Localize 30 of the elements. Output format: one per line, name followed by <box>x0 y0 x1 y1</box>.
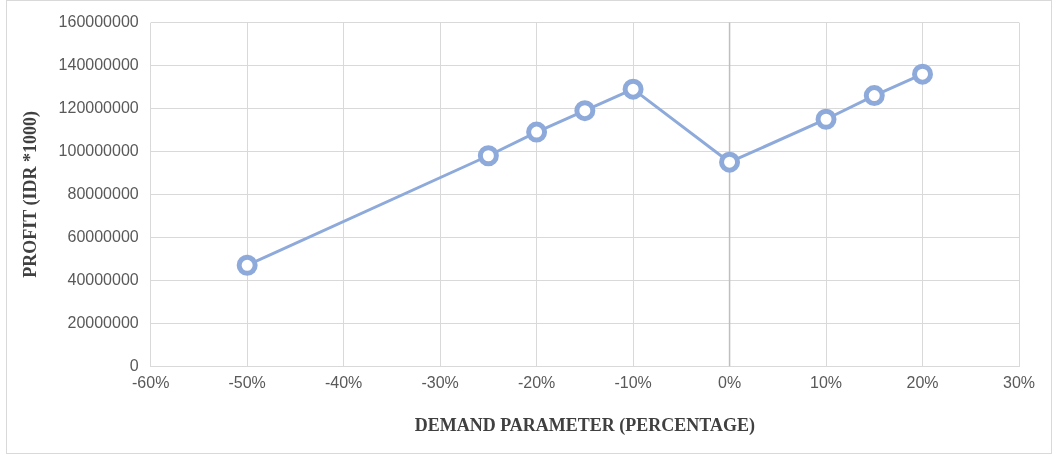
x-tick-label: 0% <box>718 374 742 392</box>
y-axis-title: PROFIT (IDR *1000) <box>20 111 42 278</box>
x-tick-label: 20% <box>906 374 939 392</box>
x-tick-label: 10% <box>810 374 843 392</box>
y-tick-label: 140000000 <box>58 55 139 73</box>
y-tick-label: 20000000 <box>67 313 139 331</box>
point <box>912 63 934 85</box>
y-tick-label: 0 <box>129 356 139 374</box>
point <box>574 100 596 122</box>
y-tick-label: 60000000 <box>67 227 139 245</box>
y-tick-label: 100000000 <box>58 141 139 159</box>
x-tick-label: -20% <box>517 374 556 392</box>
x-tick-label: -30% <box>421 374 459 392</box>
point <box>622 78 644 100</box>
y-tick-label: 80000000 <box>67 184 139 202</box>
x-tick-label: -40% <box>324 374 363 392</box>
y-tick-label: 120000000 <box>58 98 139 116</box>
point <box>863 85 885 107</box>
point <box>236 254 258 276</box>
x-tick-label: -50% <box>228 374 266 392</box>
y-tick-label: 40000000 <box>67 270 139 288</box>
point <box>815 108 837 130</box>
y-tick-label: 160000000 <box>58 13 139 31</box>
x-tick-label: -10% <box>614 374 652 392</box>
x-tick-label: 30% <box>1002 374 1036 392</box>
point <box>526 121 548 143</box>
point <box>477 145 499 167</box>
x-axis-title: DEMAND PARAMETER (PERCENTAGE) <box>414 414 756 436</box>
x-tick-label: -60% <box>132 374 170 392</box>
point <box>719 151 741 173</box>
